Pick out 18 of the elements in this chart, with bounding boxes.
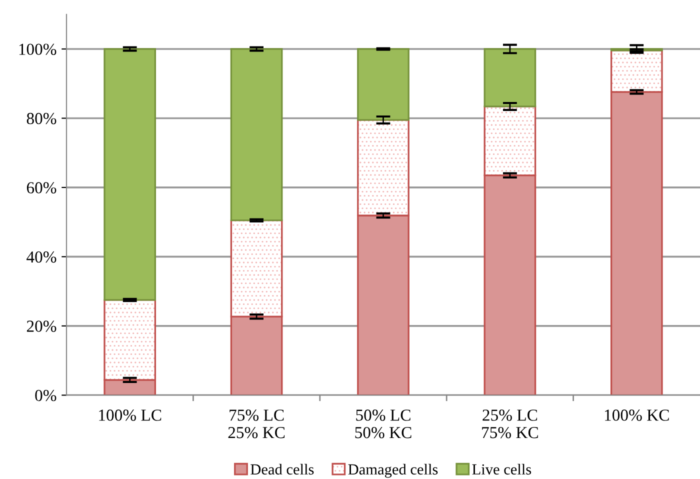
bar — [104, 48, 156, 301]
y-tick-label: 40% — [26, 251, 56, 263]
x-tick-label: 25% LC 75% KC — [482, 410, 538, 438]
y-tick-label: 100% — [19, 44, 56, 55]
legend-label: Dead cells — [250, 464, 314, 475]
y-tick-label: 0% — [35, 390, 56, 402]
y-tick-label: 60% — [26, 182, 56, 194]
x-tick-label: 50% LC 50% KC — [355, 410, 412, 438]
bar — [357, 48, 410, 121]
legend-label: Damaged cells — [348, 464, 438, 478]
bar — [484, 48, 536, 108]
x-tick-label: 75% LC 25% KC — [228, 410, 285, 438]
y-tick-label: 80% — [26, 112, 56, 124]
y-tick-label: 20% — [26, 320, 56, 332]
legend-label: Live cells — [472, 464, 532, 475]
bar — [230, 48, 283, 222]
x-tick-label: 100% LC — [99, 410, 162, 421]
x-tick-label: 100% KC — [605, 410, 669, 421]
